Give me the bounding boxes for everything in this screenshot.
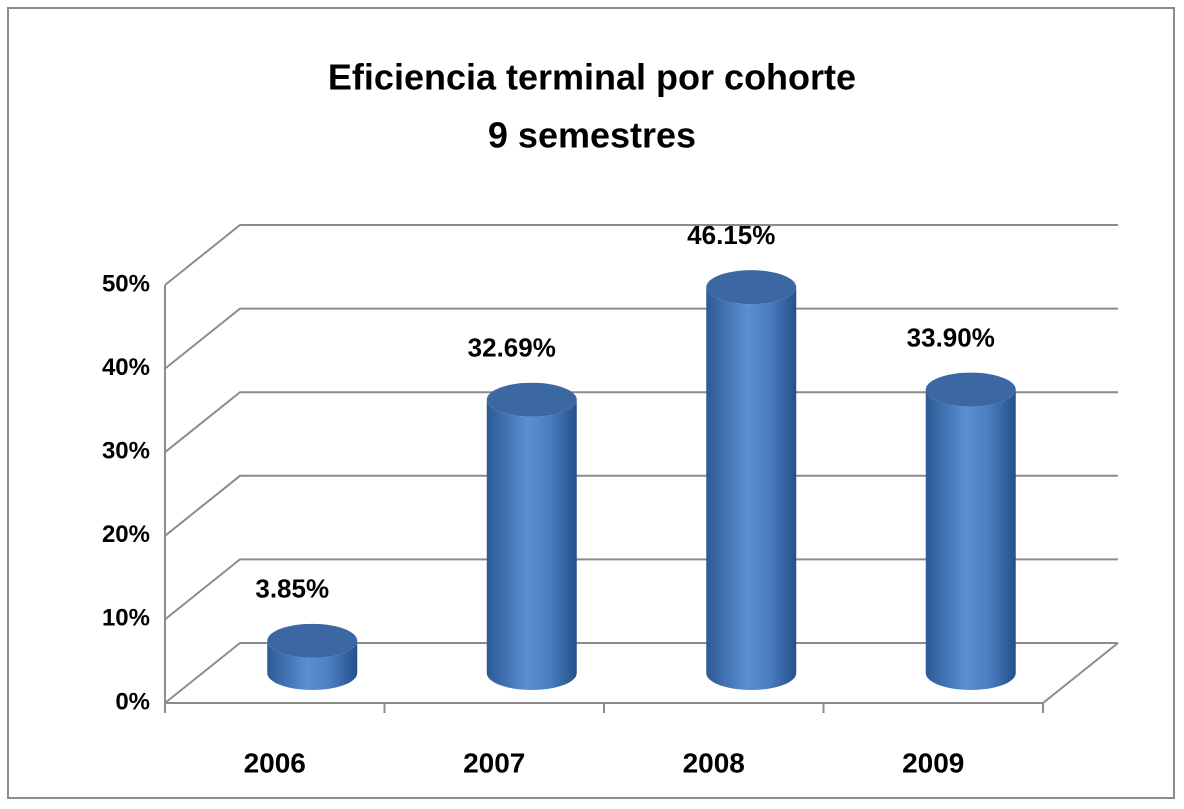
grid-line — [164, 474, 1118, 537]
bar-body — [267, 640, 358, 690]
bar-top — [925, 372, 1016, 407]
x-tick-label: 2006 — [244, 747, 306, 778]
x-tick-label: 2007 — [463, 747, 525, 778]
bar-body — [706, 287, 797, 690]
grid-line — [164, 642, 1118, 704]
grid-line — [164, 224, 1118, 286]
grid-line — [164, 307, 1118, 370]
chart-subtitle: 9 semestres — [488, 115, 696, 156]
grid-line — [164, 391, 1118, 453]
data-label: 33.90% — [907, 322, 995, 352]
bar-body — [486, 399, 577, 690]
bar — [267, 623, 358, 690]
y-tick-label: 50% — [102, 270, 150, 297]
data-label: 3.85% — [255, 574, 329, 604]
bar-top — [267, 623, 358, 658]
data-label: 32.69% — [468, 333, 556, 363]
bar — [706, 270, 797, 690]
floor-edge — [1042, 642, 1119, 704]
y-tick-label: 20% — [102, 521, 150, 548]
grid-line — [164, 558, 1118, 621]
y-tick-label: 10% — [102, 605, 150, 632]
x-tick-label: 2008 — [683, 747, 745, 778]
bar — [925, 372, 1016, 690]
y-tick-label: 0% — [115, 688, 150, 715]
bar-top — [706, 270, 797, 305]
bar — [486, 382, 577, 690]
bar-top — [486, 382, 577, 417]
bar-body — [925, 389, 1016, 690]
data-label: 46.15% — [687, 220, 775, 250]
x-tick-label: 2009 — [902, 747, 964, 778]
y-tick-label: 40% — [102, 354, 150, 381]
y-tick-label: 30% — [102, 438, 150, 465]
chart-title: Eficiencia terminal por cohorte — [328, 57, 856, 98]
